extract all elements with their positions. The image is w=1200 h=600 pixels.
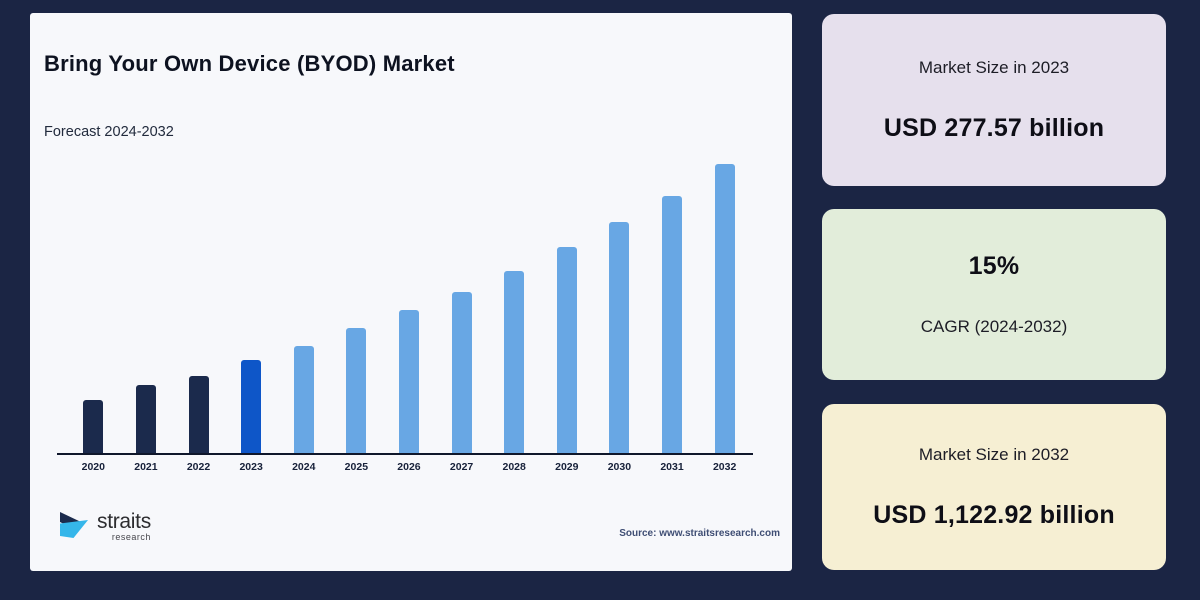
x-tick-2022: 2022 [186,461,211,473]
bar-2025 [346,328,367,453]
bar-column-2022 [172,143,225,453]
bar-column-2023 [225,143,278,453]
x-axis-labels: 2020 2021 2022 2023 2024 2025 2026 2027 2028 2029… [67,461,751,473]
bar-column-2021 [120,143,173,453]
cagr-label: CAGR (2024-2032) [920,317,1068,336]
bar-2030 [609,222,630,453]
bar-2026 [398,310,419,453]
cagr-value: 15% [968,252,1020,280]
x-tick-2024: 2024 [292,461,316,473]
bar-column-2032 [698,143,751,453]
source-citation: Source: www.straitsresearch.com [619,528,780,539]
market-size-2032-card: Market Size in 2032 USD 1,122.92 billion [822,404,1166,570]
logo-cyan-chevron [60,520,88,538]
x-tick-2031: 2031 [660,461,684,473]
stats-sidebar: Market Size in 2023 USD 277.57 billion 1… [822,0,1166,600]
logo-text: straits research [97,511,151,542]
bar-2027 [451,292,472,453]
bar-column-2031 [646,143,699,453]
x-tick-2023: 2023 [239,461,263,473]
bar-column-2028 [488,143,541,453]
x-tick-2020: 2020 [81,461,105,473]
bar-2024 [293,346,314,453]
bar-chart [67,143,751,453]
bar-column-2027 [435,143,488,453]
x-tick-2021: 2021 [134,461,158,473]
x-tick-2027: 2027 [449,461,474,473]
logo-name: straits [97,509,151,533]
bar-2020 [83,400,104,453]
logo-subtitle: research [111,531,151,542]
bar-2021 [135,385,156,453]
bar-2028 [504,271,525,453]
chart-card: Bring Your Own Device (BYOD) Market Fore… [30,13,792,571]
bar-2023 [241,360,262,453]
market-size-2032-value: USD 1,122.92 billion [873,500,1115,529]
bar-column-2024 [277,143,330,453]
cagr-card: 15% CAGR (2024-2032) [822,209,1166,380]
x-tick-2029: 2029 [555,461,579,473]
bar-column-2030 [593,143,646,453]
bar-column-2029 [540,143,593,453]
bar-2029 [556,247,577,453]
bar-column-2026 [383,143,436,453]
bar-column-2020 [67,143,120,453]
straits-research-logo: straits research [57,509,151,543]
page-title: Bring Your Own Device (BYOD) Market [44,51,455,76]
straits-research-logo-icon [60,512,88,538]
market-size-2023-card: Market Size in 2023 USD 277.57 billion [822,14,1166,186]
x-tick-2025: 2025 [344,461,369,473]
x-tick-2030: 2030 [607,461,632,473]
bar-2022 [188,376,209,453]
bar-2031 [662,196,682,453]
bar-2032 [714,164,735,453]
market-size-2023-label: Market Size in 2023 [918,57,1070,77]
market-size-2023-value: USD 277.57 billion [883,113,1105,142]
chart-subtitle: Forecast 2024-2032 [44,124,174,140]
market-size-2032-label: Market Size in 2032 [918,444,1070,464]
x-tick-2026: 2026 [397,461,421,473]
x-tick-2028: 2028 [502,461,526,473]
x-tick-2032: 2032 [712,461,737,473]
bar-column-2025 [330,143,383,453]
x-axis-line [57,453,753,455]
